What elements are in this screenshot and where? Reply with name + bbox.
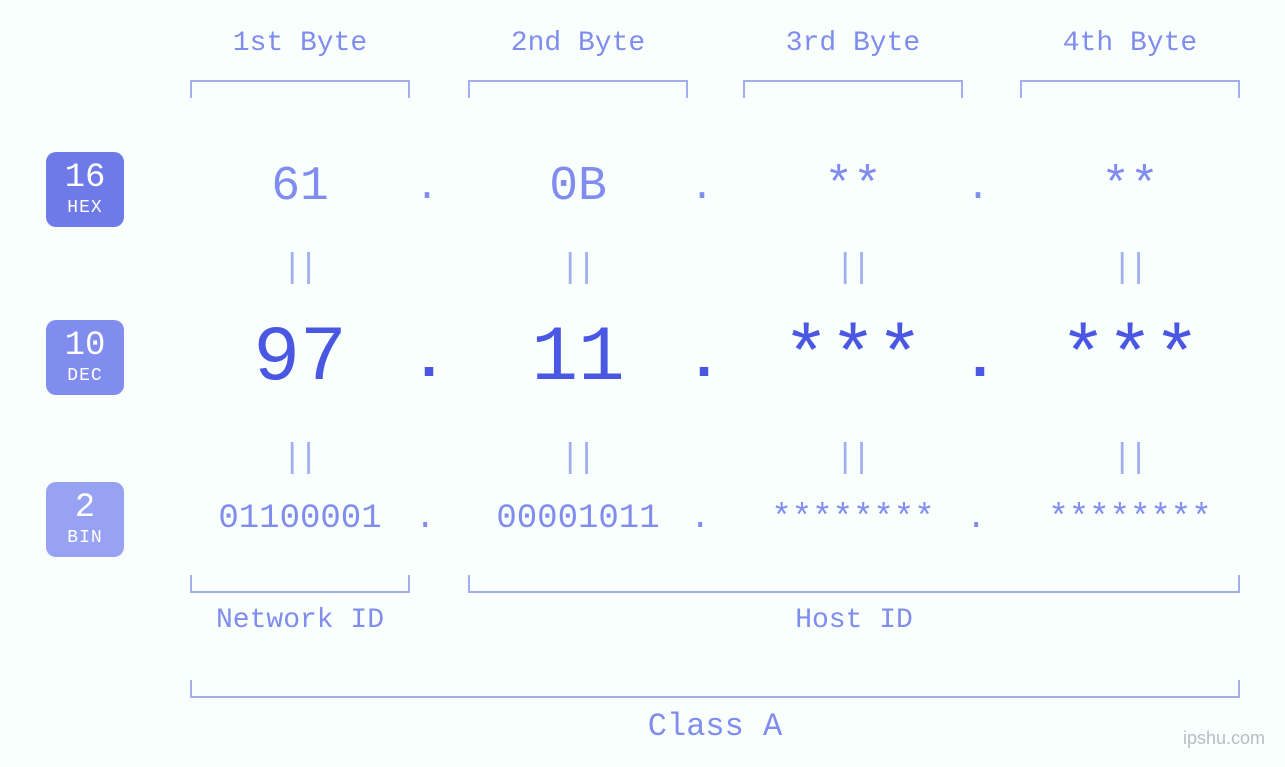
bin-dot-2: . [690, 500, 710, 538]
dec-dot-2: . [686, 327, 722, 395]
hex-byte-1: 61 [180, 160, 420, 214]
badge-dec-label: DEC [58, 367, 112, 387]
label-class: Class A [180, 708, 1250, 745]
top-bracket-4 [1020, 80, 1240, 98]
badge-hex-num: 16 [58, 160, 112, 197]
hex-byte-4: ** [1010, 160, 1250, 214]
badge-bin-num: 2 [58, 490, 112, 527]
hex-byte-3: ** [733, 160, 973, 214]
dec-byte-1: 97 [180, 315, 420, 403]
badge-dec: 10 DEC [46, 320, 124, 395]
bin-byte-2: 00001011 [458, 500, 698, 538]
eq-2-1: || [282, 440, 315, 478]
eq-2-3: || [835, 440, 868, 478]
badge-hex: 16 HEX [46, 152, 124, 227]
bin-byte-1: 01100001 [180, 500, 420, 538]
watermark: ipshu.com [1183, 728, 1265, 749]
hex-byte-2: 0B [458, 160, 698, 214]
bin-dot-1: . [415, 500, 435, 538]
bracket-network [190, 575, 410, 593]
bracket-class [190, 680, 1240, 698]
eq-2-2: || [560, 440, 593, 478]
badge-hex-label: HEX [58, 199, 112, 219]
top-bracket-1 [190, 80, 410, 98]
dec-byte-4: *** [1010, 315, 1250, 403]
bin-byte-4: ******** [1010, 500, 1250, 538]
hex-dot-2: . [690, 166, 714, 211]
badge-bin-label: BIN [58, 529, 112, 549]
dec-dot-3: . [962, 327, 998, 395]
eq-1-4: || [1112, 250, 1145, 288]
hex-dot-3: . [966, 166, 990, 211]
dec-byte-3: *** [733, 315, 973, 403]
bin-dot-3: . [966, 500, 986, 538]
dec-byte-2: 11 [458, 315, 698, 403]
badge-dec-num: 10 [58, 328, 112, 365]
dec-dot-1: . [411, 327, 447, 395]
top-bracket-2 [468, 80, 688, 98]
diagram-container: 1st Byte 2nd Byte 3rd Byte 4th Byte 16 H… [0, 0, 1285, 767]
byte-header-3: 3rd Byte [733, 28, 973, 59]
eq-1-2: || [560, 250, 593, 288]
eq-1-3: || [835, 250, 868, 288]
byte-header-4: 4th Byte [1010, 28, 1250, 59]
bin-byte-3: ******** [733, 500, 973, 538]
byte-header-2: 2nd Byte [458, 28, 698, 59]
eq-1-1: || [282, 250, 315, 288]
hex-dot-1: . [415, 166, 439, 211]
top-bracket-3 [743, 80, 963, 98]
label-network: Network ID [180, 605, 420, 636]
eq-2-4: || [1112, 440, 1145, 478]
badge-bin: 2 BIN [46, 482, 124, 557]
bracket-host [468, 575, 1240, 593]
byte-header-1: 1st Byte [180, 28, 420, 59]
label-host: Host ID [458, 605, 1250, 636]
